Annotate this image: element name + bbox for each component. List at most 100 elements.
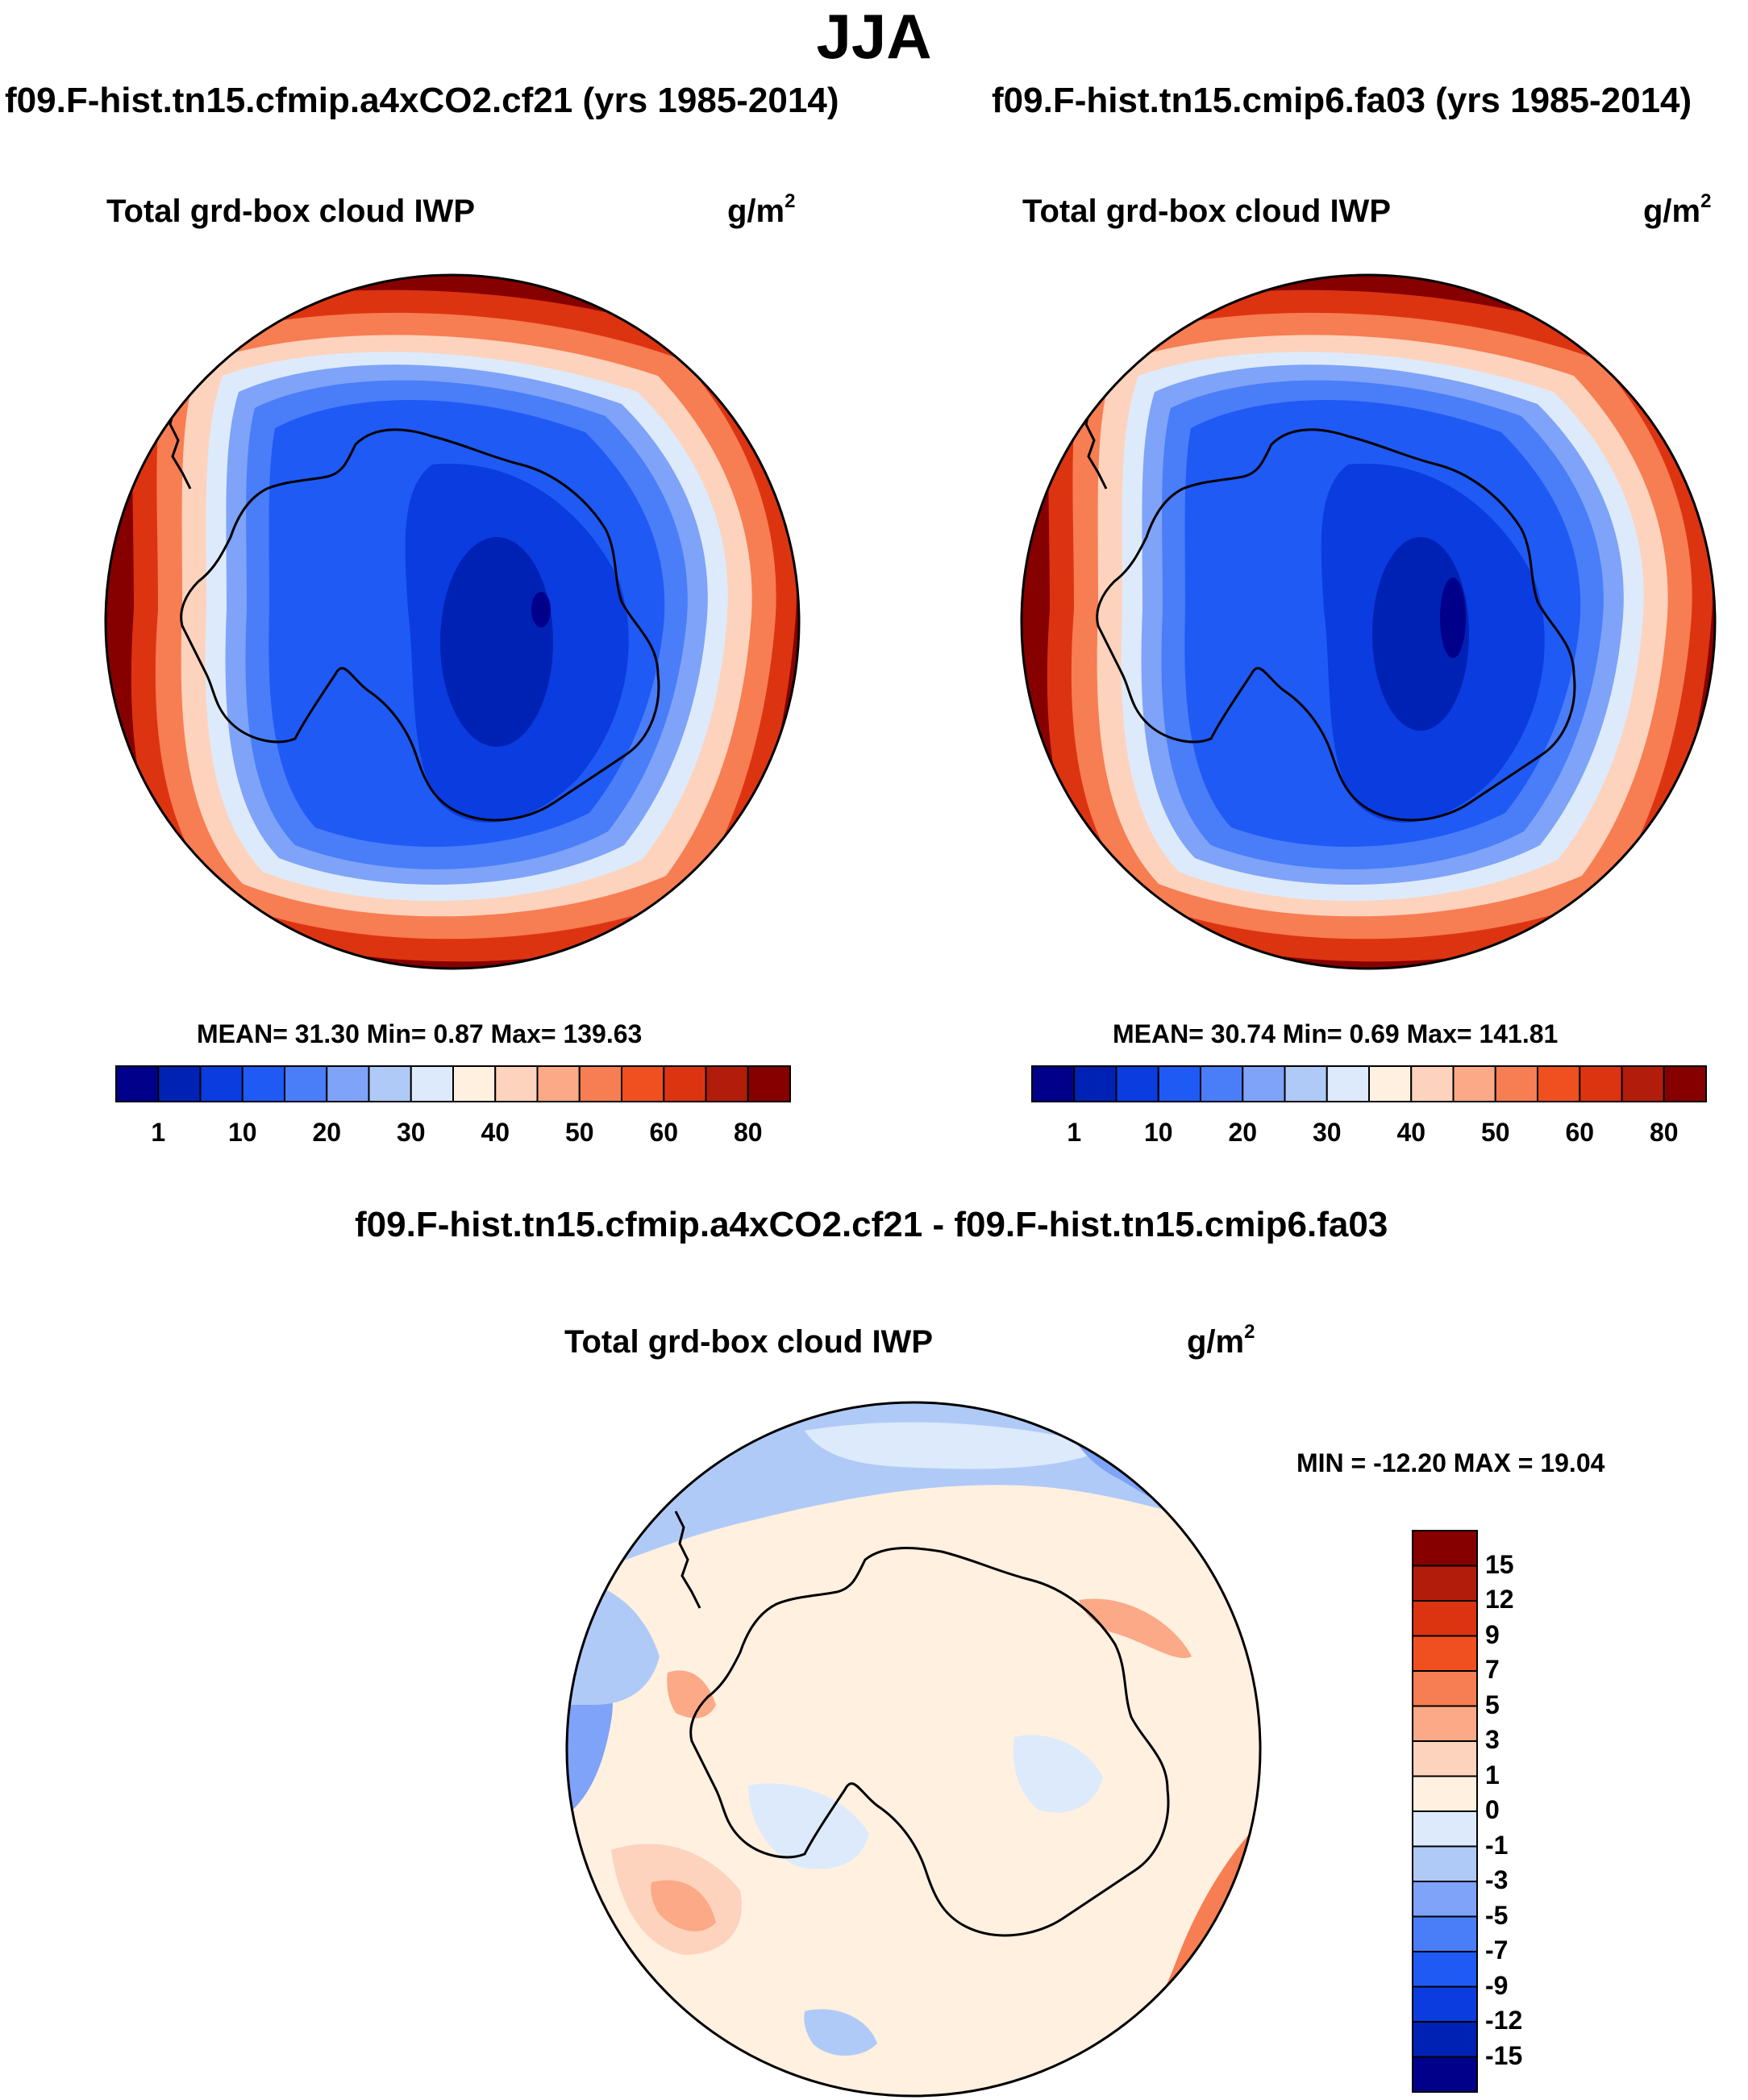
panel1-colorbar-swatch [621, 1065, 665, 1102]
diff-colorbar-ticks: 15 12 9 7 5 3 1 0 -1 -3 -5 -7 -9 -12 -15 [1485, 1531, 1582, 2092]
panel2-colorbar-tick-label: 30 [1312, 1118, 1342, 1147]
panel1-colorbar-swatch [157, 1065, 202, 1102]
panel1-colorbar-tick-label: 50 [564, 1118, 594, 1147]
panel2-colorbar-swatch [1242, 1065, 1286, 1102]
diff-colorbar-swatch [1412, 1600, 1478, 1637]
panel1-colorbar-swatch [663, 1065, 707, 1102]
panel2-colorbar-swatch [1031, 1065, 1076, 1102]
panel2-colorbar-swatch [1115, 1065, 1159, 1102]
panel2-colorbar-swatch [1452, 1065, 1496, 1102]
diff-colorbar-swatch [1412, 1565, 1478, 1602]
panel2-colorbar-swatch [1326, 1065, 1370, 1102]
panel2-colorbar [1031, 1065, 1707, 1102]
panel1-variable-name: Total grd-box cloud IWP [106, 194, 475, 229]
panel1-case-title: f09.F-hist.tn15.cfmip.a4xCO2.cf21 (yrs 1… [5, 81, 839, 120]
panel2-colorbar-swatch [1200, 1065, 1244, 1102]
antarctica-coastline [689, 1547, 1170, 1937]
diff-colorbar-swatch [1412, 1670, 1478, 1707]
panel2-colorbar-tick-label: 1 [1067, 1118, 1082, 1147]
panel1-colorbar-tick-label: 20 [312, 1118, 342, 1147]
panel1-colorbar-swatch [494, 1065, 539, 1102]
main-title: JJA [816, 1, 932, 72]
diff-colorbar-swatch [1412, 1951, 1478, 1988]
panel1-colorbar-swatch [199, 1065, 243, 1102]
panel2-colorbar-ticks: 1 10 20 30 40 50 60 80 [1032, 1118, 1706, 1150]
panel1-colorbar-swatch [368, 1065, 412, 1102]
diff-colorbar-tick-label: -9 [1485, 1970, 1509, 2000]
diff-minmax: MIN = -12.20 MAX = 19.04 [1296, 1448, 1605, 1477]
panel2-colorbar-tick-label: 60 [1565, 1118, 1595, 1147]
panel1-colorbar-tick-label: 1 [151, 1118, 166, 1147]
diff-colorbar-tick-label: 15 [1485, 1549, 1514, 1579]
panel2-colorbar-swatch [1494, 1065, 1538, 1102]
panel2-variable-name: Total grd-box cloud IWP [1022, 194, 1391, 229]
diff-colorbar-swatch [1412, 1845, 1478, 1882]
diff-units: g/m2 [1187, 1321, 1255, 1360]
panel1-stats: MEAN= 31.30 Min= 0.87 Max= 139.63 [197, 1019, 643, 1048]
panel1-colorbar-tick-label: 10 [227, 1118, 257, 1147]
panel1-colorbar-ticks: 1 10 20 30 40 50 60 80 [116, 1118, 790, 1150]
panel1-colorbar-swatch [115, 1065, 160, 1102]
panel1-colorbar-tick-label: 40 [481, 1118, 510, 1147]
diff-colorbar-tick-label: -7 [1485, 1935, 1509, 1965]
panel2-colorbar-swatch [1368, 1065, 1413, 1102]
panel1-units: g/m2 [727, 190, 796, 229]
panel1-colorbar-swatch [452, 1065, 497, 1102]
panel2-stats: MEAN= 30.74 Min= 0.69 Max= 141.81 [1113, 1019, 1559, 1048]
panel1-colorbar-swatch [241, 1065, 285, 1102]
antarctica-coastline [180, 428, 660, 822]
panel2-colorbar-swatch [1537, 1065, 1581, 1102]
panel2-colorbar-tick-label: 40 [1396, 1118, 1426, 1147]
panel2-colorbar-swatch [1157, 1065, 1201, 1102]
panel2-colorbar-swatch [1579, 1065, 1623, 1102]
panel1-colorbar-swatch [578, 1065, 622, 1102]
panel1-colorbar-tick-label: 60 [649, 1118, 679, 1147]
diff-colorbar-swatch [1412, 1915, 1478, 1952]
panel2-colorbar-tick-label: 80 [1649, 1118, 1679, 1147]
diff-colorbar-swatch [1412, 1985, 1478, 2023]
panel2-colorbar-swatch [1621, 1065, 1665, 1102]
diff-colorbar-swatch [1412, 1810, 1478, 1848]
diff-map [565, 1401, 1262, 2098]
panel1-colorbar-swatch [284, 1065, 328, 1102]
diff-colorbar-tick-label: 7 [1485, 1655, 1500, 1684]
diff-colorbar-tick-label: 3 [1485, 1725, 1500, 1754]
panel1-colorbar-swatch [705, 1065, 749, 1102]
panel2-colorbar-tick-label: 20 [1228, 1118, 1258, 1147]
diff-colorbar-tick-label: -5 [1485, 1900, 1509, 1930]
panel1-colorbar-swatch [747, 1065, 791, 1102]
panel1-colorbar-tick-label: 30 [396, 1118, 426, 1147]
diff-colorbar-swatch [1412, 2056, 1478, 2093]
panel2-case-title: f09.F-hist.tn15.cmip6.fa03 (yrs 1985-201… [992, 81, 1692, 120]
diff-title: f09.F-hist.tn15.cfmip.a4xCO2.cf21 - f09.… [355, 1205, 1388, 1244]
diff-colorbar-swatch [1412, 1635, 1478, 1672]
panel1-map [104, 273, 801, 970]
diff-colorbar-tick-label: -1 [1485, 1830, 1509, 1860]
diff-colorbar-tick-label: -3 [1485, 1865, 1509, 1894]
diff-colorbar-tick-label: 0 [1485, 1795, 1500, 1824]
diff-colorbar-swatch [1412, 1740, 1478, 1777]
diff-colorbar-swatch [1412, 1530, 1478, 1567]
panel1-colorbar-swatch [410, 1065, 454, 1102]
diff-colorbar-swatch [1412, 1881, 1478, 1918]
panel2-colorbar-swatch [1663, 1065, 1707, 1102]
diff-colorbar-tick-label: -12 [1485, 2006, 1523, 2035]
panel1-colorbar [115, 1065, 791, 1102]
diff-colorbar-swatch [1412, 1775, 1478, 1812]
panel1-colorbar-swatch [536, 1065, 581, 1102]
diff-colorbar-tick-label: 9 [1485, 1619, 1500, 1649]
diff-colorbar [1412, 1530, 1478, 2093]
diff-colorbar-tick-label: 12 [1485, 1585, 1514, 1614]
diff-colorbar-swatch [1412, 1705, 1478, 1742]
panel2-colorbar-swatch [1284, 1065, 1328, 1102]
diff-variable-name: Total grd-box cloud IWP [564, 1324, 933, 1360]
diff-colorbar-swatch [1412, 2021, 1478, 2058]
diff-colorbar-tick-label: 5 [1485, 1690, 1500, 1719]
panel2-colorbar-swatch [1073, 1065, 1117, 1102]
panel2-colorbar-swatch [1410, 1065, 1455, 1102]
panel2-colorbar-tick-label: 10 [1143, 1118, 1173, 1147]
panel1-colorbar-tick-label: 80 [733, 1118, 763, 1147]
panel2-colorbar-tick-label: 50 [1480, 1118, 1510, 1147]
panel2-units: g/m2 [1643, 190, 1712, 229]
antarctica-coastline [1096, 428, 1576, 822]
